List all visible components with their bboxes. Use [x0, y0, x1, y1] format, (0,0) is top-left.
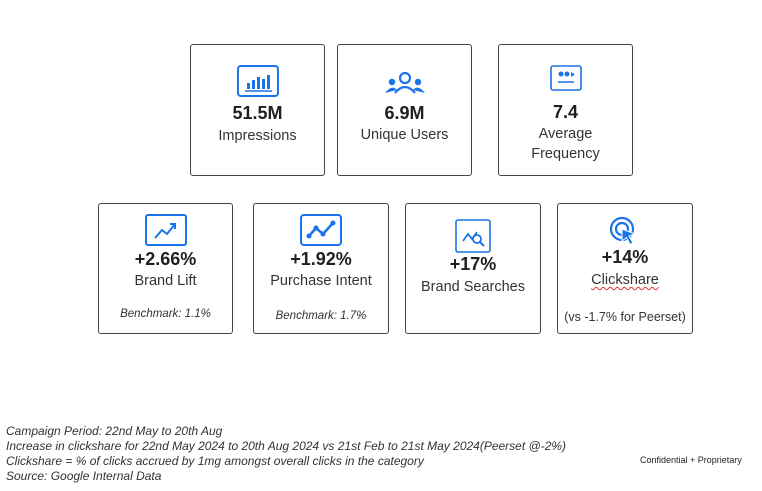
- click-icon: [609, 216, 637, 246]
- footnote-clickshare-definition: Clickshare = % of clicks accrued by 1mg …: [6, 454, 424, 468]
- brand-searches-label: Brand Searches: [421, 279, 525, 295]
- footnote-clickshare-increase: Increase in clickshare for 22nd May 2024…: [6, 439, 567, 453]
- clickshare-card: +14% Clickshare (vs -1.7% for Peerset): [557, 203, 693, 334]
- impressions-value: 51.5M: [232, 103, 283, 123]
- users-icon: [384, 72, 425, 94]
- clickshare-value: +14%: [601, 247, 649, 267]
- chart-icon: [236, 65, 279, 97]
- line-chart-icon: [300, 214, 342, 246]
- purchase-intent-card: +1.92% Purchase Intent Benchmark: 1.7%: [253, 203, 389, 334]
- brand-lift-label: Brand Lift: [134, 273, 197, 289]
- frequency-icon: [549, 65, 582, 91]
- clickshare-peerset-note: (vs -1.7% for Peerset): [564, 310, 686, 324]
- purchase-intent-benchmark: Benchmark: 1.7%: [275, 310, 367, 322]
- footnote-source: Source: Google Internal Data: [6, 469, 162, 483]
- search-chart-icon: [455, 219, 491, 253]
- frequency-label-line1: Average: [538, 126, 593, 142]
- unique-users-value: 6.9M: [384, 103, 425, 123]
- brand-lift-value: +2.66%: [134, 249, 197, 269]
- trend-up-icon: [144, 214, 187, 246]
- unique-users-label: Unique Users: [360, 127, 449, 143]
- confidential-label: Confidential + Proprietary: [640, 455, 742, 465]
- unique-users-card: 6.9M Unique Users: [337, 44, 472, 176]
- footnote-campaign-period: Campaign Period: 22nd May to 20th Aug: [6, 424, 223, 438]
- frequency-value: 7.4: [552, 102, 579, 122]
- brand-lift-card: +2.66% Brand Lift Benchmark: 1.1%: [98, 203, 233, 334]
- purchase-intent-label: Purchase Intent: [270, 273, 372, 289]
- impressions-card: 51.5M Impressions: [190, 44, 325, 176]
- clickshare-label: Clickshare: [591, 272, 659, 288]
- brand-searches-card: +17% Brand Searches: [405, 203, 541, 334]
- brand-lift-benchmark: Benchmark: 1.1%: [120, 308, 211, 320]
- purchase-intent-value: +1.92%: [290, 249, 352, 269]
- brand-searches-value: +17%: [449, 254, 497, 274]
- impressions-label: Impressions: [218, 128, 297, 144]
- average-frequency-card: 7.4 Average Frequency: [498, 44, 633, 176]
- frequency-label-line2: Frequency: [531, 146, 600, 162]
